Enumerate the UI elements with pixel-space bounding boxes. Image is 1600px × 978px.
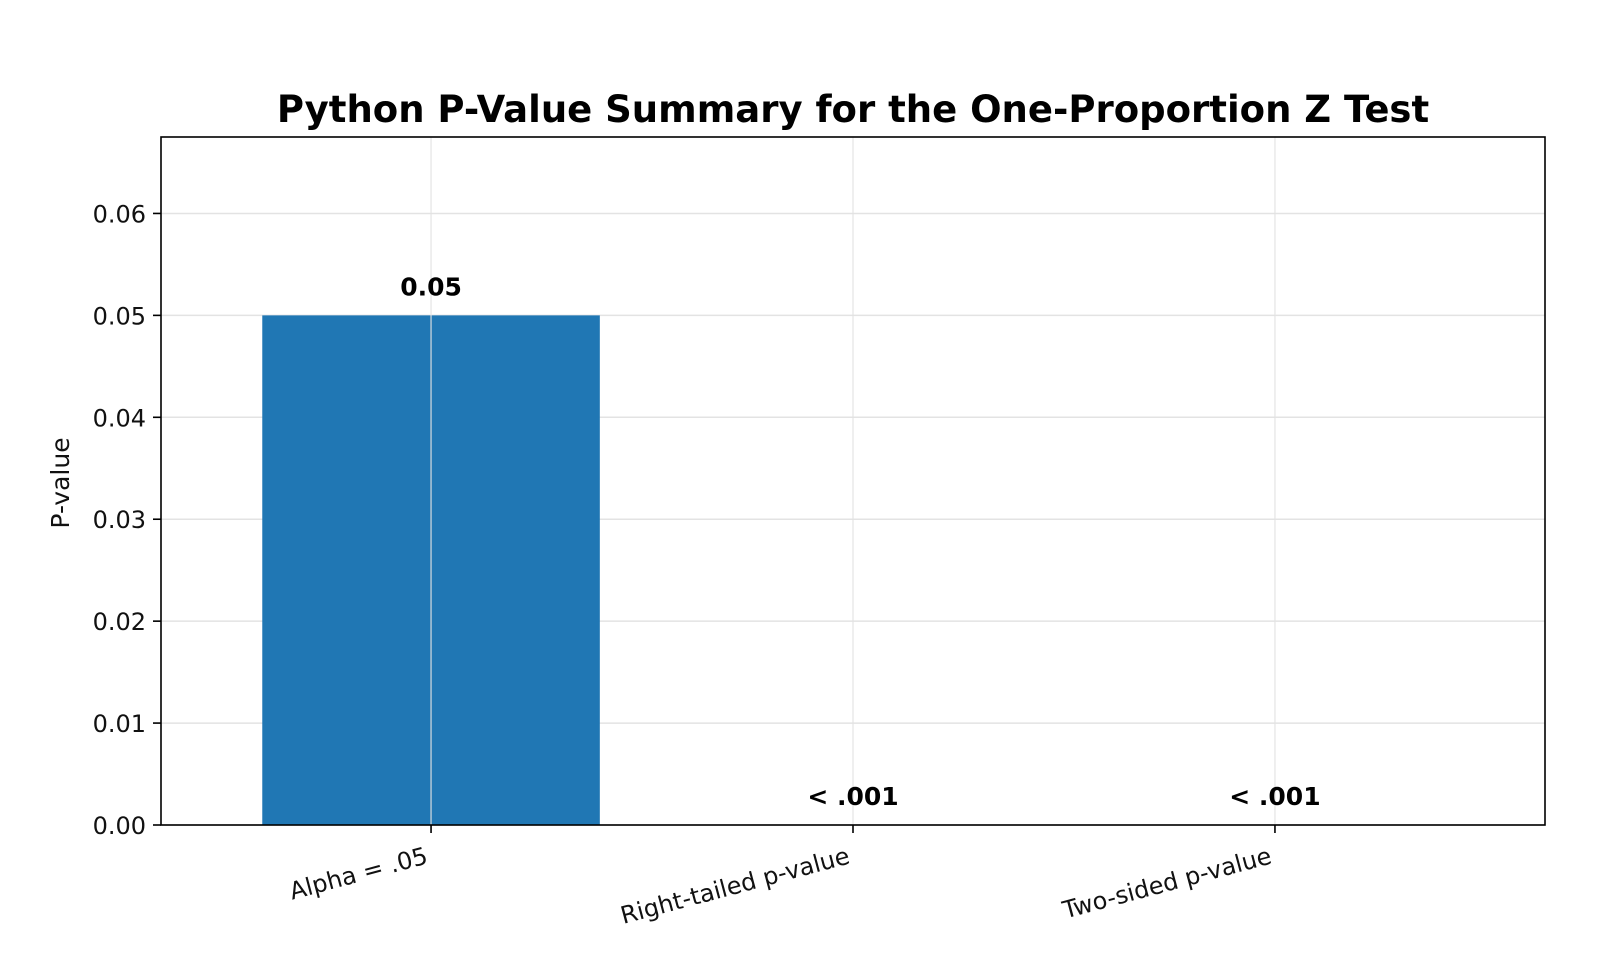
y-tick-label: 0.03 [93, 506, 146, 534]
x-tick-label: Two-sided p-value [1059, 842, 1275, 925]
y-tick-label: 0.00 [93, 812, 146, 840]
data-label: < .001 [1229, 782, 1320, 811]
y-tick-label: 0.01 [93, 710, 146, 738]
y-axis-label: P-value [46, 437, 75, 528]
y-tick-label: 0.05 [93, 302, 146, 330]
data-label: < .001 [807, 782, 898, 811]
y-tick-label: 0.06 [93, 200, 146, 228]
vertical-grid-lines [430, 137, 1276, 825]
x-tick-label: Alpha = .05 [286, 842, 430, 906]
data-label: 0.05 [400, 272, 462, 301]
y-tick-label: 0.02 [93, 608, 146, 636]
y-tick-label: 0.04 [93, 404, 146, 432]
x-tick-label: Right-tailed p-value [618, 842, 853, 930]
data-labels: 0.05 < .001 < .001 [400, 272, 1320, 811]
chart-title: Python P-Value Summary for the One-Propo… [277, 88, 1429, 131]
